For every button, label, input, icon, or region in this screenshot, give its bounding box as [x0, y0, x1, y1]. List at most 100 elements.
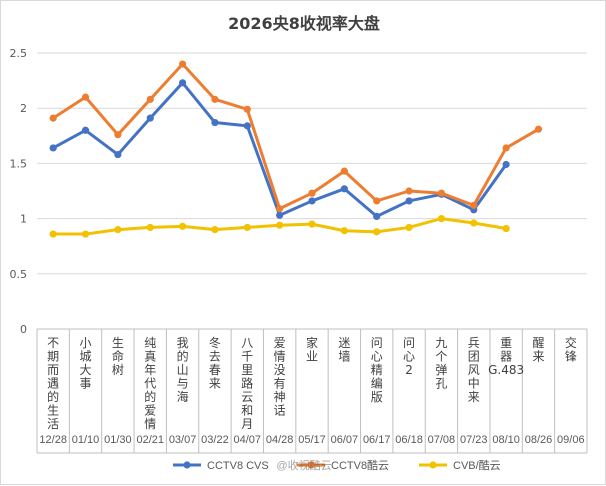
- category-label-part: 云: [241, 390, 253, 404]
- data-point: [373, 197, 381, 205]
- y-tick-label: 2: [20, 102, 27, 115]
- category-label-part: 遇: [47, 377, 59, 391]
- data-point: [373, 228, 381, 236]
- date-label: 04/28: [266, 434, 294, 446]
- date-label: 05/17: [298, 434, 326, 446]
- category-label-part: 命: [112, 349, 124, 364]
- data-point: [146, 95, 154, 103]
- y-tick-label: 0: [20, 323, 27, 336]
- category-label-part: 话: [274, 404, 286, 418]
- category-label: 兵团风中来: [468, 336, 480, 404]
- legend: CCTV8 CVS CCTV8酷云 CVB/酷云: [173, 459, 501, 472]
- category-label-part: 海: [177, 389, 189, 404]
- data-point: [470, 201, 478, 209]
- category-label-part: 孔: [435, 377, 447, 391]
- data-point: [340, 167, 348, 175]
- legend-swatch-marker: [307, 461, 315, 469]
- category-label-part: 与: [177, 377, 189, 391]
- category-label-part: 家: [306, 335, 318, 350]
- category-label-part: 八: [241, 336, 253, 350]
- data-point: [243, 223, 251, 232]
- date-label: 01/30: [104, 434, 132, 446]
- data-point: [308, 189, 316, 197]
- category-label-part: 和: [241, 404, 253, 418]
- date-label: 08/10: [492, 434, 520, 446]
- category-label-part: 醒: [532, 336, 544, 350]
- category-label: 小城大事: [80, 336, 92, 391]
- category-label-part: 树: [112, 362, 124, 377]
- category-label-part: 春: [209, 363, 221, 377]
- data-point: [276, 211, 284, 219]
- category-label-part: 问: [371, 336, 383, 350]
- category-label-part: 期: [47, 350, 59, 364]
- series-lines: [49, 60, 543, 238]
- category-label-part: 器: [500, 350, 512, 364]
- y-tick-label: 1.5: [10, 157, 28, 170]
- data-point: [178, 222, 187, 230]
- grid: [37, 52, 587, 275]
- data-point: [308, 220, 316, 228]
- category-label-part: 爱: [274, 336, 286, 350]
- category-label-part: 重: [500, 336, 512, 350]
- legend-swatch-marker: [183, 461, 191, 469]
- date-label: 06/07: [331, 434, 359, 446]
- category-label-part: 九: [435, 336, 447, 350]
- date-label: 12/28: [39, 434, 67, 446]
- data-point: [437, 189, 446, 197]
- category-label-part: 生: [112, 336, 124, 350]
- data-point: [146, 223, 154, 232]
- data-point: [49, 230, 57, 238]
- category-label-part: 月: [241, 417, 253, 431]
- data-point: [405, 223, 413, 232]
- category-label: 迷墙: [338, 336, 350, 364]
- category-label-part: 的: [47, 389, 59, 404]
- data-point: [81, 126, 90, 134]
- category-label-part: 问: [403, 336, 415, 350]
- category-label-part: 个: [435, 350, 447, 364]
- category-label-part: 纯: [144, 336, 156, 350]
- category-label-part: 业: [306, 350, 318, 364]
- category-label: 八千里路云和月: [241, 336, 253, 431]
- chart-title: 2026央8收视率大盘: [228, 14, 380, 33]
- data-point: [81, 93, 90, 101]
- data-point: [178, 60, 187, 68]
- date-label: 04/07: [234, 434, 262, 446]
- date-label: 03/22: [201, 434, 229, 446]
- category-label: 生命树: [112, 336, 124, 377]
- y-axis: 0 0.5 1 1.5 2 2.5: [10, 47, 28, 336]
- data-point: [340, 185, 348, 193]
- category-label-part: 不: [47, 336, 59, 350]
- category-label-part: 来: [209, 377, 221, 391]
- category-label-part: 冬: [209, 335, 221, 350]
- date-label: 02/21: [136, 434, 164, 446]
- date-label: 07/23: [460, 434, 488, 446]
- category-label-part: 精: [371, 363, 383, 377]
- category-label-part: 真: [144, 350, 156, 364]
- data-point: [243, 105, 251, 113]
- data-point: [178, 79, 187, 87]
- y-tick-label: 2.5: [10, 47, 28, 60]
- category-label-part: 墙: [338, 350, 350, 364]
- category-label-part: 代: [144, 377, 156, 391]
- data-point: [405, 197, 413, 205]
- data-point: [437, 215, 446, 223]
- category-label: 家业: [306, 335, 318, 364]
- category-label: 交锋: [565, 335, 577, 364]
- data-point: [405, 187, 413, 195]
- date-label: 03/07: [169, 434, 197, 446]
- data-point: [114, 131, 122, 139]
- watermark: @收视酷云: [276, 458, 331, 472]
- date-label: 06/17: [363, 434, 391, 446]
- data-point: [146, 114, 154, 122]
- category-label-part: 有: [274, 377, 286, 391]
- data-point: [340, 227, 348, 235]
- category-label: 纯真年代的爱情: [144, 336, 156, 431]
- category-label-part: 路: [241, 376, 253, 391]
- category-label-part: 里: [241, 363, 253, 377]
- category-label-part: 来: [532, 350, 544, 364]
- category-label-part: 我: [177, 336, 189, 350]
- series-line: [51, 62, 540, 211]
- category-label-part: 的: [144, 389, 156, 404]
- data-point: [49, 144, 57, 152]
